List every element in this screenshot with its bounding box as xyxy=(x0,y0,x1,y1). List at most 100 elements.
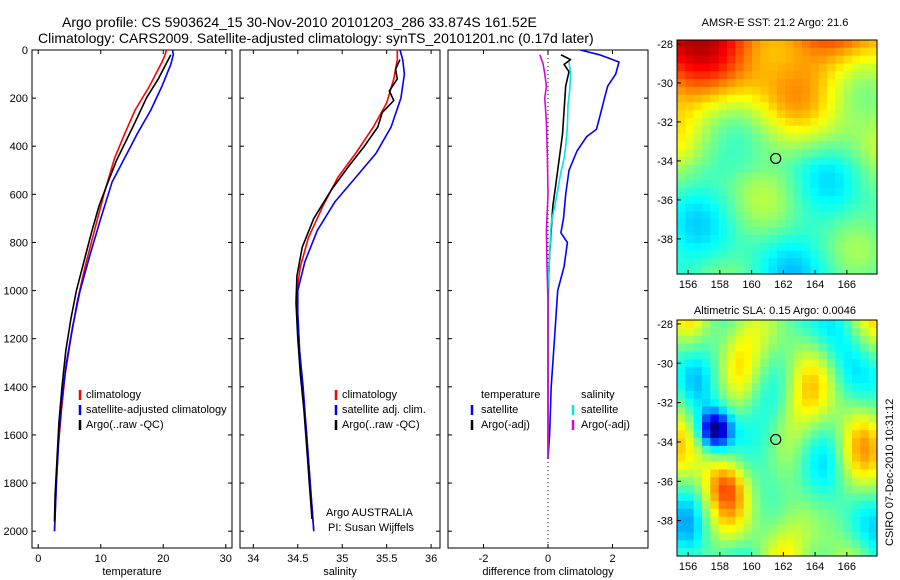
heatmap-cell xyxy=(677,320,686,329)
heatmap-cell xyxy=(843,172,853,181)
heatmap-cell xyxy=(818,422,828,431)
heatmap-cell xyxy=(810,227,820,236)
x-tick-label: 35 xyxy=(336,553,348,565)
heatmap-cell xyxy=(685,102,695,111)
heatmap-cell xyxy=(760,532,770,541)
heatmap-cell xyxy=(818,102,828,111)
heatmap-cell xyxy=(785,94,795,103)
heatmap-cell xyxy=(677,351,686,360)
heatmap-cell xyxy=(693,94,703,103)
heatmap-cell xyxy=(827,540,836,549)
heatmap-cell xyxy=(677,398,686,408)
heatmap-cell xyxy=(760,438,770,447)
heatmap-cell xyxy=(768,335,778,345)
heatmap-cell xyxy=(785,149,795,158)
heatmap-cell xyxy=(868,188,878,197)
heatmap-cell xyxy=(793,524,803,533)
heatmap-cell xyxy=(760,211,770,220)
heatmap-cell xyxy=(685,55,695,64)
heatmap-cell xyxy=(743,461,753,471)
heatmap-cell xyxy=(718,532,728,541)
heatmap-cell xyxy=(693,47,703,57)
heatmap-cell xyxy=(860,548,870,557)
heatmap-cell xyxy=(793,71,803,80)
heatmap-cell xyxy=(835,133,845,142)
heatmap-cell xyxy=(852,516,861,526)
heatmap-cell xyxy=(843,406,853,415)
heatmap-cell xyxy=(727,469,736,478)
heatmap-cell xyxy=(768,508,778,518)
heatmap-cell xyxy=(777,141,786,150)
heatmap-cell xyxy=(743,477,753,486)
heatmap-cell xyxy=(860,235,870,244)
heatmap-cell xyxy=(743,335,753,345)
heatmap-cell xyxy=(768,422,778,431)
heatmap-cell xyxy=(702,86,711,96)
heatmap-cell xyxy=(735,86,745,96)
heatmap-cell xyxy=(802,516,811,526)
heatmap-cell xyxy=(677,141,686,150)
legend-label: satellite-adjusted climatology xyxy=(86,404,227,416)
heatmap-cell xyxy=(827,461,836,471)
heatmap-cell xyxy=(843,430,853,439)
heatmap-cell xyxy=(727,164,736,174)
heatmap-cell xyxy=(768,102,778,111)
heatmap-cell xyxy=(760,125,770,135)
heatmap-cell xyxy=(827,227,836,236)
heatmap-cell xyxy=(868,367,878,376)
heatmap-cell xyxy=(818,398,828,408)
heatmap-cell xyxy=(760,118,770,127)
heatmap-cell xyxy=(818,219,828,228)
heatmap-cell xyxy=(685,477,695,486)
heatmap-cell xyxy=(868,320,878,329)
heatmap-cell xyxy=(752,351,761,360)
heatmap-cell xyxy=(860,266,870,275)
heatmap-cell xyxy=(768,172,778,181)
heatmap-cell xyxy=(718,327,728,337)
heatmap-cell xyxy=(835,390,845,400)
heatmap-cell xyxy=(860,250,870,259)
map-y-tick-label: -32 xyxy=(657,398,673,410)
heatmap-cell xyxy=(693,149,703,158)
heatmap-cell xyxy=(793,203,803,213)
heatmap-cell xyxy=(802,118,811,127)
heatmap-cell xyxy=(727,40,736,49)
heatmap-cell xyxy=(743,430,753,439)
heatmap-cell xyxy=(802,532,811,541)
heatmap-cell xyxy=(768,320,778,329)
heatmap-cell xyxy=(768,351,778,360)
heatmap-cell xyxy=(827,250,836,259)
heatmap-cell xyxy=(768,196,778,205)
heatmap-cell xyxy=(860,375,870,384)
heatmap-cell xyxy=(735,540,745,549)
heatmap-cell xyxy=(793,94,803,103)
heatmap-cell xyxy=(693,327,703,337)
heatmap-cell xyxy=(818,164,828,174)
chart-title-line1: Argo profile: CS 5903624_15 30-Nov-2010 … xyxy=(62,14,537,30)
heatmap-cell xyxy=(827,157,836,166)
heatmap-cell xyxy=(793,445,803,455)
heatmap-cell xyxy=(768,524,778,533)
heatmap-cell xyxy=(827,219,836,228)
heatmap-cell xyxy=(818,149,828,158)
heatmap-cell xyxy=(868,445,878,455)
heatmap-cell xyxy=(827,382,836,392)
heatmap-cell xyxy=(818,266,828,275)
heatmap-cell xyxy=(793,327,803,337)
heatmap-cell xyxy=(785,40,795,49)
heatmap-cell xyxy=(835,548,845,557)
heatmap-cell xyxy=(818,327,828,337)
heatmap-cell xyxy=(743,125,753,135)
heatmap-cell xyxy=(835,172,845,181)
heatmap-cell xyxy=(852,335,861,345)
heatmap-cell xyxy=(777,398,786,408)
heatmap-cell xyxy=(868,500,878,510)
heatmap-cell xyxy=(677,172,686,181)
heatmap-cell xyxy=(802,188,811,197)
heatmap-cell xyxy=(768,219,778,228)
heatmap-cell xyxy=(710,40,720,49)
heatmap-cell xyxy=(768,548,778,557)
heatmap-cell xyxy=(810,414,820,423)
heatmap-cell xyxy=(760,141,770,150)
heatmap-cell xyxy=(860,453,870,463)
